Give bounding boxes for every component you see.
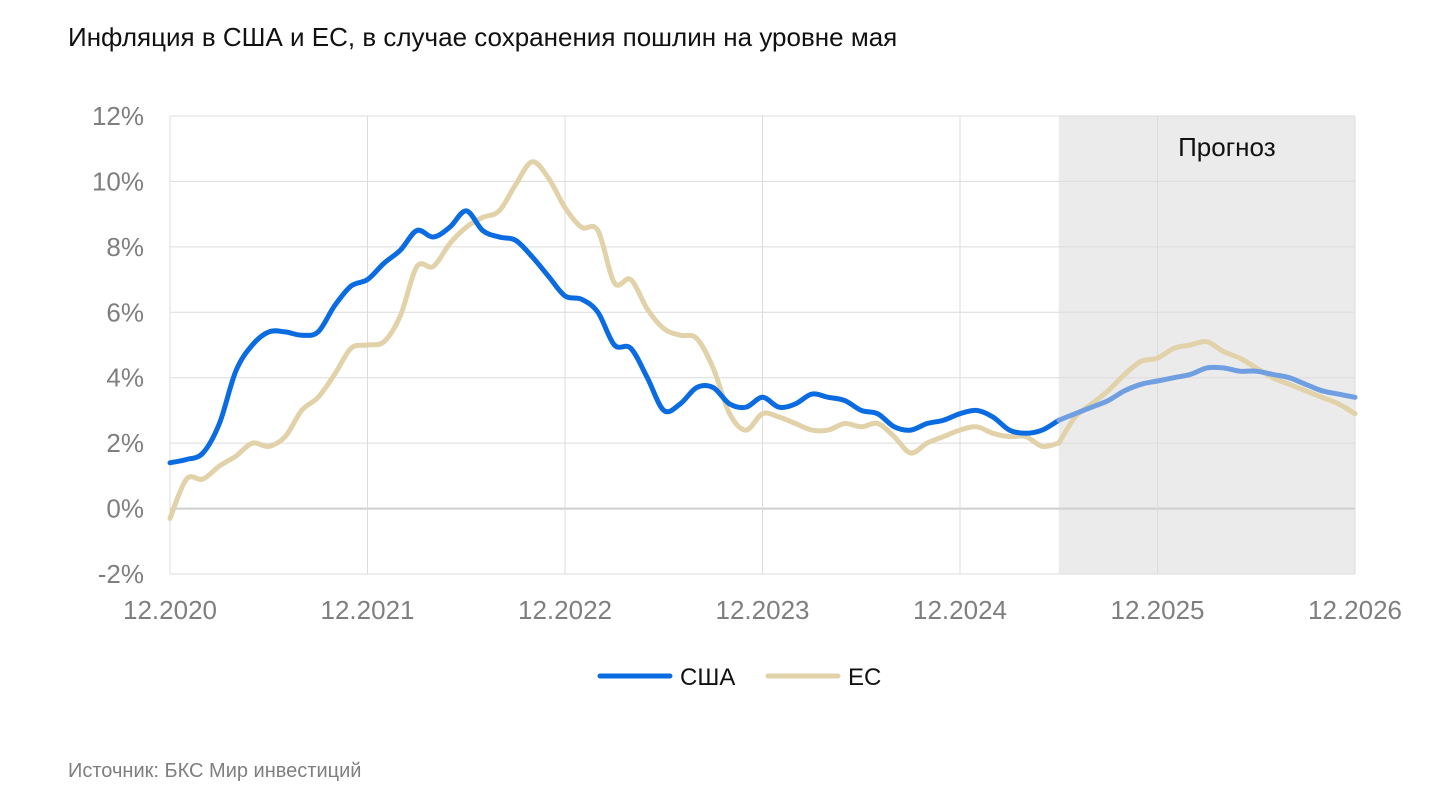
y-tick-label: 10% (92, 166, 144, 196)
y-tick-label: 2% (106, 428, 144, 458)
x-tick-label: 12.2021 (321, 595, 415, 625)
source-note: Источник: БКС Мир инвестиций (68, 760, 362, 782)
series-eu-line (167, 159, 1062, 521)
axis-labels: -2% 0% 2% 4% 6% 8% 10% 12% 12.2020 12.2021 12.2022… (92, 101, 1402, 625)
y-tick-label: 0% (106, 494, 144, 524)
y-tick-label: 4% (106, 363, 144, 393)
x-tick-label: 12.2023 (716, 595, 810, 625)
x-tick-label: 12.2022 (518, 595, 612, 625)
x-tick-label: 12.2026 (1308, 595, 1402, 625)
y-tick-label: 12% (92, 101, 144, 131)
chart-title: Инфляция в США и ЕС, в случае сохранения… (68, 22, 898, 52)
y-tick-label: 8% (106, 232, 144, 262)
series-eu-forecast-line (1056, 338, 1358, 446)
legend-usa-label: США (680, 664, 735, 691)
series-usa-line (167, 208, 1062, 466)
y-tick-label: -2% (98, 559, 144, 589)
y-tick-label: 6% (106, 297, 144, 327)
x-tick-label: 12.2025 (1111, 595, 1205, 625)
legend: США ЕС (597, 664, 881, 691)
x-tick-label: 12.2024 (913, 595, 1007, 625)
forecast-shade (1058, 116, 1355, 574)
forecast-region: Прогноз (1058, 116, 1355, 574)
series-lines (167, 159, 1358, 521)
forecast-label: Прогноз (1178, 132, 1276, 162)
legend-eu-label: ЕС (848, 664, 881, 691)
x-tick-label: 12.2020 (123, 595, 217, 625)
series-usa-forecast-line (1056, 364, 1358, 423)
